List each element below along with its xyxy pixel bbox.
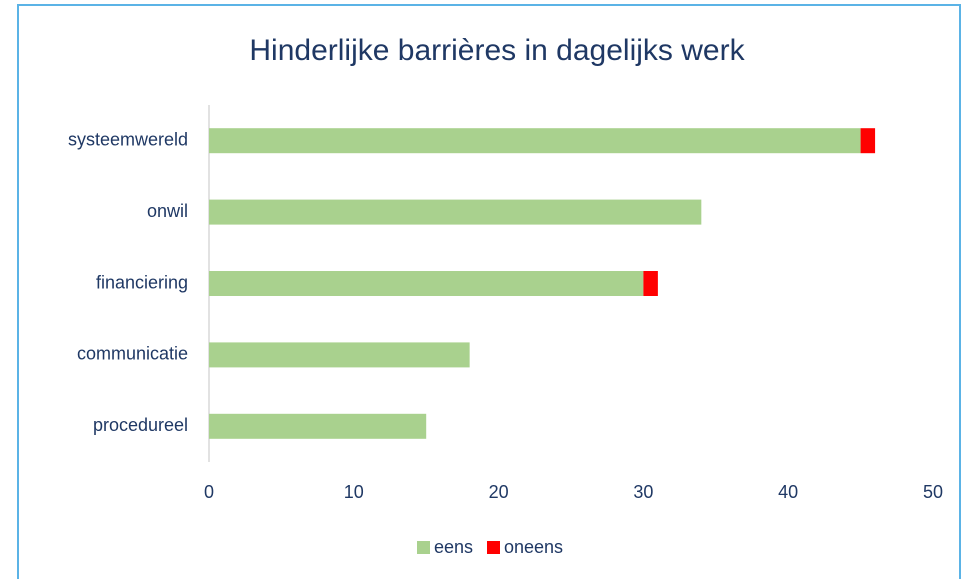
x-tick-label: 20 <box>489 482 509 502</box>
bar <box>209 413 427 439</box>
bar <box>643 271 658 296</box>
x-tick-label: 0 <box>204 482 214 502</box>
bar <box>860 128 876 154</box>
bar <box>209 342 470 368</box>
legend-swatch <box>487 541 500 554</box>
x-tick-label: 50 <box>923 482 943 502</box>
y-tick-label: systeemwereld <box>68 129 188 149</box>
legend-label: oneens <box>504 537 563 557</box>
legend-swatch <box>417 541 430 554</box>
bar <box>209 199 702 225</box>
legend-label: eens <box>434 537 473 557</box>
x-tick-label: 40 <box>778 482 798 502</box>
y-tick-label: procedureel <box>93 415 188 435</box>
x-tick-label: 10 <box>344 482 364 502</box>
chart-title: Hinderlijke barrières in dagelijks werk <box>249 34 745 67</box>
y-tick-label: communicatie <box>77 344 188 364</box>
x-tick-label: 30 <box>633 482 653 502</box>
bar <box>209 271 644 296</box>
y-tick-label: onwil <box>147 201 188 221</box>
y-tick-label: financiering <box>96 272 188 292</box>
bar <box>209 128 861 154</box>
